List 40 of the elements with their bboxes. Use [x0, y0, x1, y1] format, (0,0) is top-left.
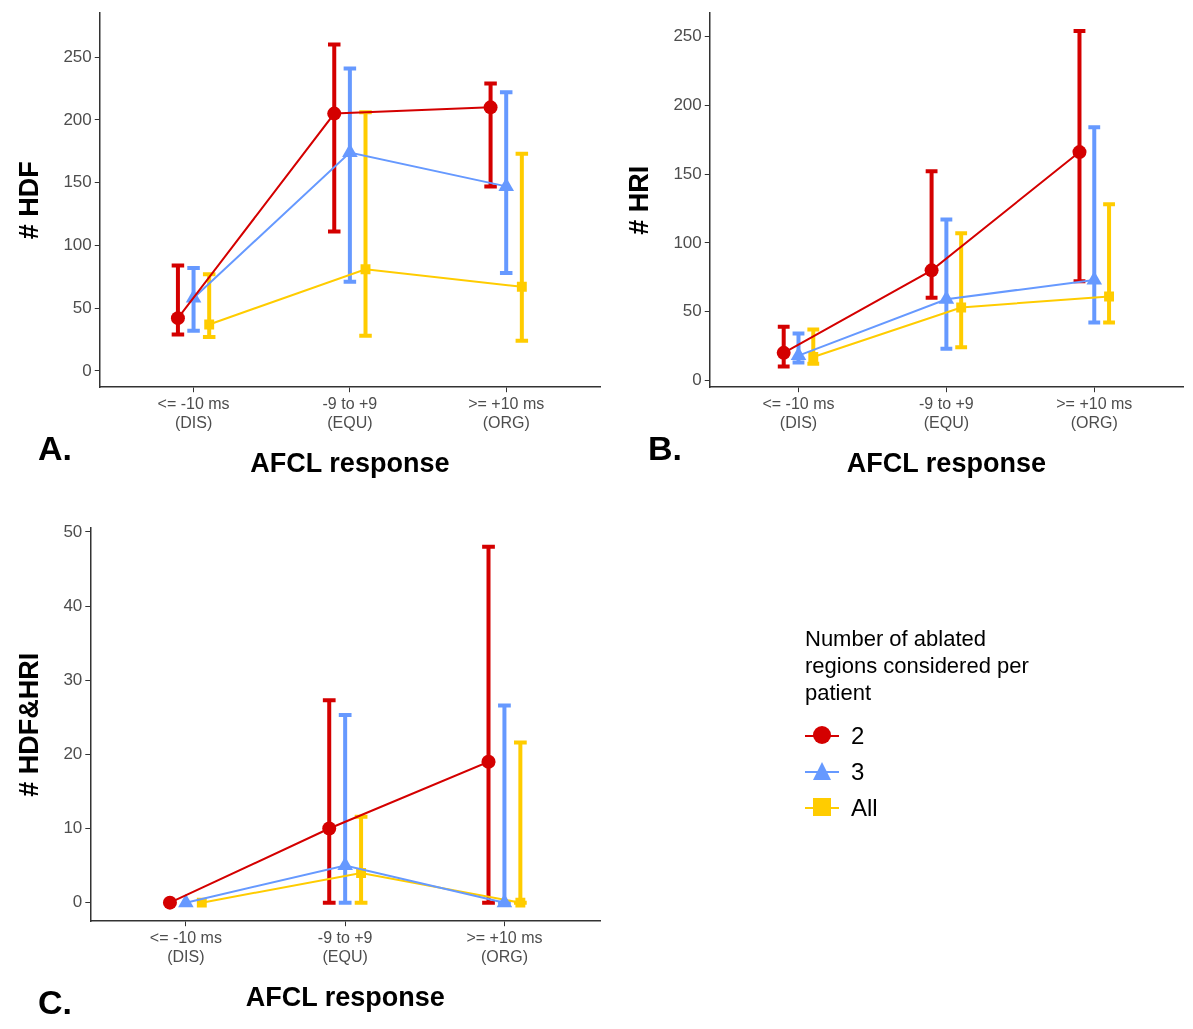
text: B.	[648, 429, 682, 467]
x-tick-label: -9 to +9 (EQU)	[919, 395, 974, 432]
y-axis-title: # HDF	[13, 161, 44, 240]
y-tick-label: 150	[63, 172, 92, 192]
y-tick-label: 50	[63, 521, 83, 541]
y-tick-label: 50	[682, 301, 702, 321]
y-tick-label: 100	[673, 232, 702, 252]
y-axis-title: # HDF&HRI	[13, 652, 44, 797]
y-axis-title: # HRI	[623, 165, 654, 235]
x-axis-title: AFCL response	[245, 982, 445, 1013]
y-tick-label: 0	[692, 370, 702, 390]
x-axis-title: AFCL response	[846, 448, 1046, 479]
y-tick-label: 40	[63, 595, 83, 615]
y-tick-label: 250	[63, 46, 92, 66]
x-tick-label: <= -10 ms (DIS)	[762, 395, 835, 432]
legend-label: All	[851, 794, 878, 822]
x-tick-label: >= +10 ms (ORG)	[468, 395, 545, 432]
y-tick-label: 20	[63, 744, 83, 764]
y-tick-label: 200	[63, 109, 92, 129]
y-tick-label: 0	[72, 892, 83, 912]
legend-label: 3	[851, 758, 865, 786]
y-tick-label: 0	[82, 360, 92, 380]
x-axis-title: AFCL response	[250, 448, 450, 479]
x-tick-label: -9 to +9 (EQU)	[317, 929, 373, 966]
y-tick-label: 100	[63, 235, 92, 255]
y-tick-label: 200	[673, 95, 702, 115]
y-tick-label: 50	[72, 297, 92, 317]
text: C.	[38, 983, 72, 1021]
y-tick-label: 30	[63, 669, 83, 689]
x-tick-label: >= +10 ms (ORG)	[1056, 395, 1133, 432]
x-tick-label: <= -10 ms (DIS)	[149, 929, 222, 966]
y-tick-label: 250	[673, 26, 702, 46]
x-tick-label: >= +10 ms (ORG)	[466, 929, 543, 966]
x-tick-label: <= -10 ms (DIS)	[157, 395, 230, 432]
y-tick-label: 150	[673, 163, 702, 183]
x-tick-label: -9 to +9 (EQU)	[322, 395, 378, 432]
text: A.	[38, 429, 72, 467]
y-tick-label: 10	[63, 818, 83, 838]
legend-title: Number of ablated regions considered per patient	[805, 625, 1030, 706]
legend-label: 2	[851, 722, 865, 750]
